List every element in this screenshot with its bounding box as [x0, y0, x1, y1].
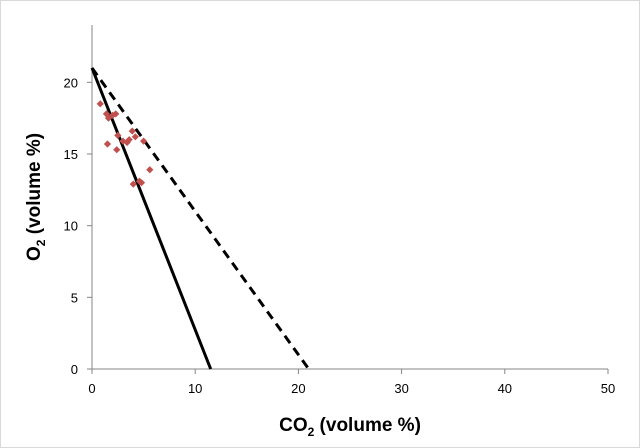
x-tick-label: 20 [291, 381, 305, 396]
data-point [102, 110, 111, 118]
dashed-line [90, 67, 310, 370]
data-points [96, 100, 154, 188]
y-tick-label: 20 [64, 75, 78, 90]
data-point [140, 137, 148, 145]
data-point [103, 140, 112, 148]
data-point [112, 110, 120, 118]
y-tick-label: 5 [71, 290, 78, 305]
data-point [109, 111, 117, 119]
data-point [128, 127, 136, 135]
data-point [125, 136, 133, 144]
data-point [137, 179, 146, 187]
y-tick-label: 15 [64, 147, 78, 162]
y-axis-title: O2 (volume %) [24, 133, 48, 261]
y-tick-label: 10 [64, 219, 78, 234]
data-point [96, 100, 104, 108]
tick-marks [87, 81, 609, 374]
x-tick-label: 40 [498, 381, 512, 396]
reference-lines [90, 67, 310, 370]
x-tick-label: 10 [188, 381, 202, 396]
data-point [129, 180, 137, 188]
axes [91, 25, 608, 370]
x-tick-label: 30 [394, 381, 408, 396]
data-point [146, 166, 154, 174]
data-point [114, 131, 122, 139]
data-point [113, 146, 121, 154]
y-tick-label: 0 [71, 362, 78, 377]
tick-labels: 0 10 20 30 40 50 0 5 10 15 20 [64, 75, 616, 396]
x-tick-label: 50 [601, 381, 615, 396]
x-axis-title: CO2 (volume %) [279, 415, 421, 439]
solid-line [90, 67, 213, 370]
x-tick-label: 0 [88, 381, 95, 396]
data-point [131, 133, 139, 141]
